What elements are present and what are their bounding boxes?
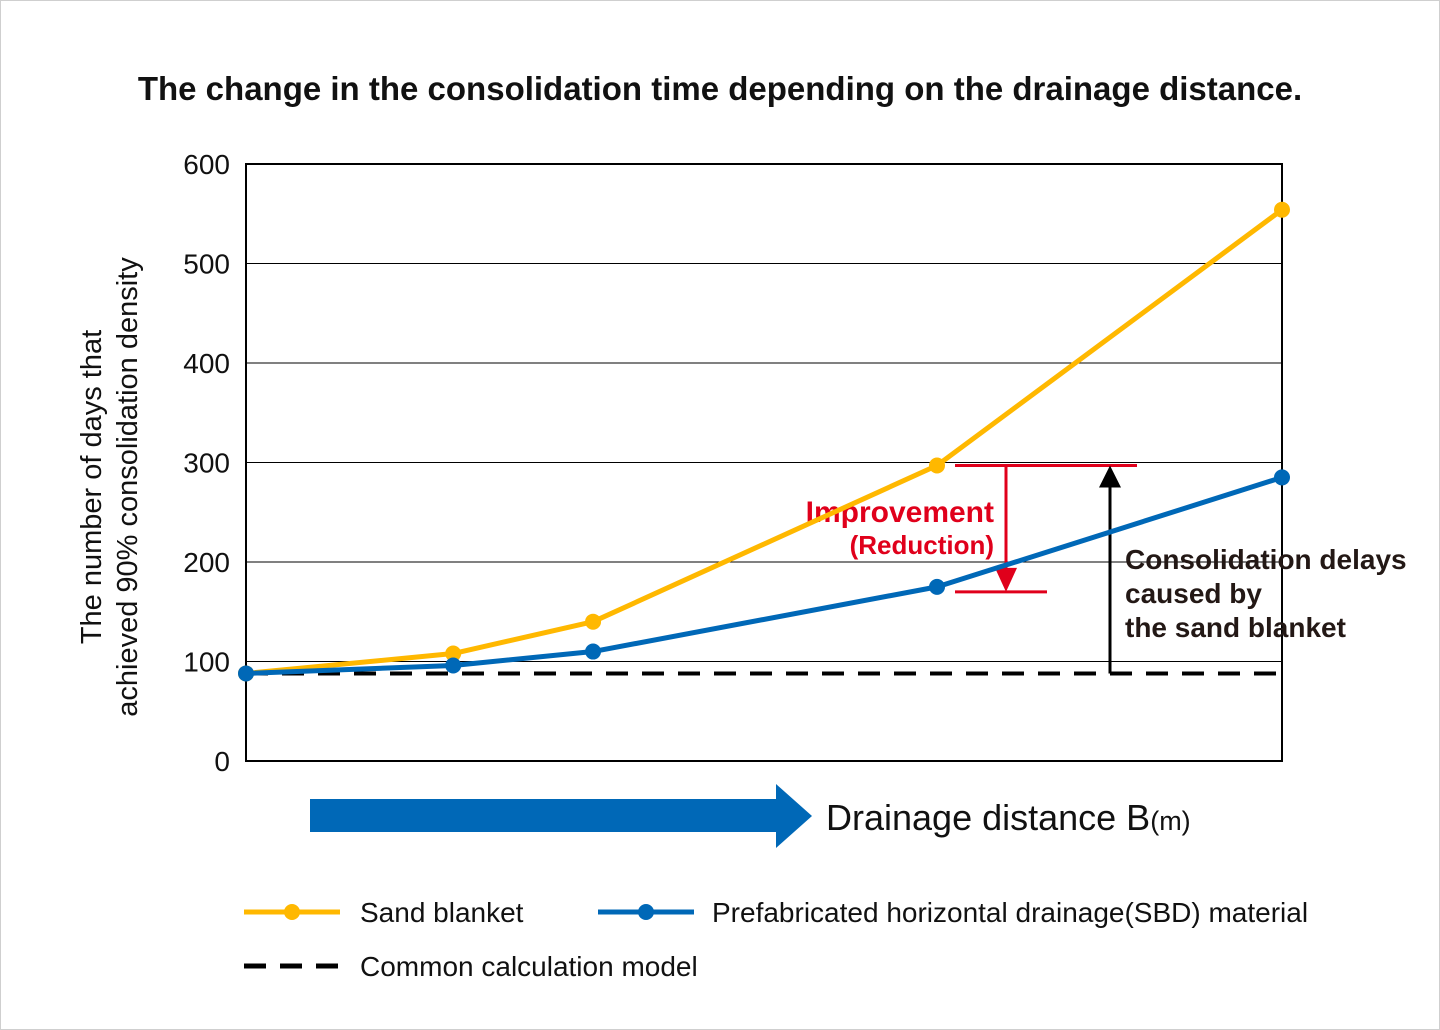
y-tick-label-400: 400 bbox=[183, 348, 230, 379]
improvement-sublabel: (Reduction) bbox=[850, 530, 994, 560]
point-sbd-4 bbox=[929, 578, 946, 595]
point-sand-blanket-5 bbox=[1274, 201, 1290, 218]
plot-area-border bbox=[245, 163, 1283, 762]
point-sbd-5 bbox=[1274, 469, 1290, 486]
legend-label-sand-blanket: Sand blanket bbox=[360, 897, 524, 928]
legend-marker-sand-blanket bbox=[284, 904, 300, 920]
delay-label-line-3: the sand blanket bbox=[1125, 612, 1346, 643]
annotations: Improvement(Reduction) Consolidation dela… bbox=[806, 463, 1407, 674]
series-line-sbd bbox=[245, 475, 1283, 676]
x-axis-label-text: Drainage distance B bbox=[826, 797, 1150, 838]
y-tick-label-300: 300 bbox=[183, 448, 230, 479]
point-sbd-2 bbox=[445, 657, 462, 674]
point-sbd-3 bbox=[585, 643, 602, 660]
legend-label-sbd: Prefabricated horizontal drainage(SBD) m… bbox=[712, 897, 1308, 928]
legend: Sand blanket Prefabricated horizontal dr… bbox=[244, 897, 1308, 982]
point-sand-blanket-3 bbox=[585, 613, 602, 630]
y-tick-label-600: 600 bbox=[183, 149, 230, 180]
chart-title: The change in the consolidation time dep… bbox=[137, 70, 1303, 107]
x-axis-label-unit: (m) bbox=[1150, 806, 1190, 836]
legend-label-common-model: Common calculation model bbox=[360, 951, 698, 982]
improvement-arrowhead bbox=[995, 567, 1017, 592]
point-sand-blanket-4 bbox=[929, 457, 946, 474]
point-sbd-1 bbox=[238, 665, 254, 682]
delay-label-line-1: Consolidation delays bbox=[1125, 544, 1407, 575]
x-axis-label: Drainage distance B(m) bbox=[826, 797, 1191, 838]
point-sand-blanket-2 bbox=[445, 645, 462, 662]
x-axis-direction-arrow bbox=[310, 784, 812, 848]
series bbox=[238, 201, 1290, 682]
delay-label-line-2: caused by bbox=[1125, 578, 1262, 609]
y-tick-label-200: 200 bbox=[183, 547, 230, 578]
legend-marker-sbd bbox=[638, 904, 654, 920]
y-tick-label-500: 500 bbox=[183, 249, 230, 280]
y-tick-label-100: 100 bbox=[183, 647, 230, 678]
y-tick-label-0: 0 bbox=[214, 746, 230, 777]
delay-arrowhead bbox=[1099, 465, 1121, 488]
y-axis-ticks: 0 100 200 300 400 500 600 bbox=[183, 149, 230, 777]
